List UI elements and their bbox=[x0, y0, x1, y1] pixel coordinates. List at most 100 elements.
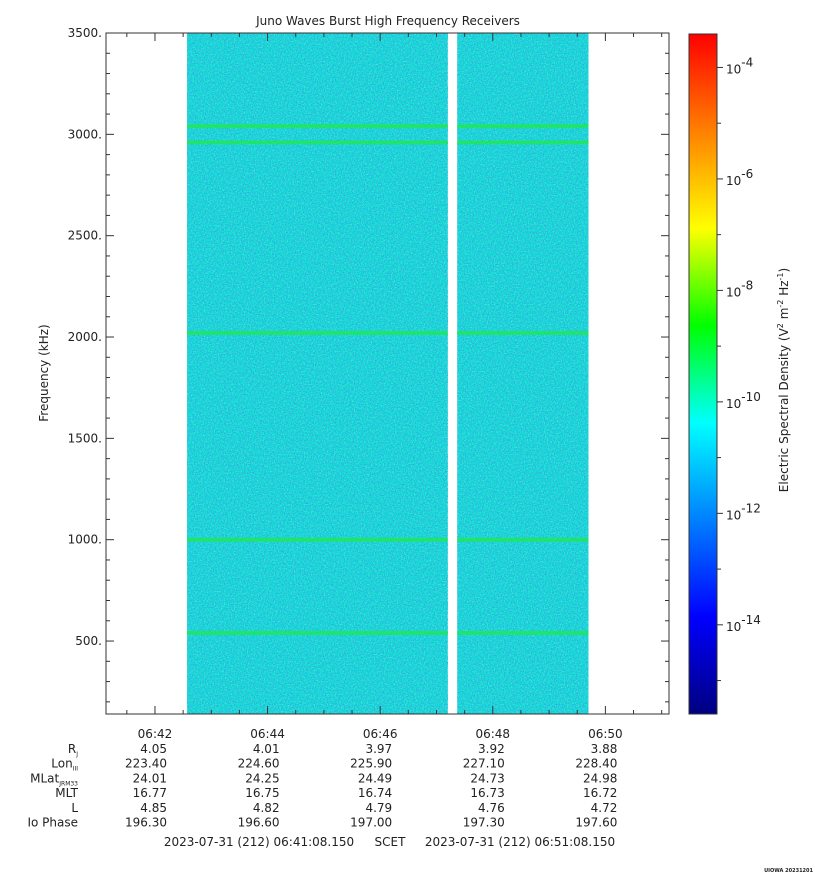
ephemeris-row-sub: III bbox=[73, 766, 79, 773]
ephemeris-value: 196.30 bbox=[125, 816, 167, 830]
y-tick-label: 3500. bbox=[68, 26, 102, 40]
colorbar-tick-label: 10-12 bbox=[726, 501, 761, 522]
colorbar-label-mid: m bbox=[777, 308, 791, 324]
colorbar-tick-label: 10-4 bbox=[726, 55, 753, 76]
emission-line bbox=[457, 330, 589, 335]
ephemeris-value: 4.79 bbox=[365, 801, 392, 815]
ephemeris-row-label: MLT bbox=[55, 786, 78, 800]
colorbar-label-end: ) bbox=[777, 268, 791, 273]
ephemeris-value: 3.97 bbox=[365, 742, 392, 756]
ephemeris-value: 197.60 bbox=[575, 816, 617, 830]
ephemeris-value: 24.01 bbox=[133, 771, 167, 785]
colorbar-label-mid2: Hz bbox=[777, 280, 791, 299]
colorbar-tick-exponent: -8 bbox=[741, 278, 753, 292]
colorbar-tick-base: 10 bbox=[726, 174, 741, 188]
emission-line bbox=[457, 124, 589, 129]
data-segment-2 bbox=[457, 33, 589, 714]
ephemeris-value: 224.60 bbox=[238, 757, 280, 771]
ephemeris-row-label: L bbox=[71, 801, 78, 815]
emission-line bbox=[187, 537, 448, 542]
segment-speckle-green bbox=[187, 33, 448, 714]
colorbar-tick-label: 10-10 bbox=[726, 390, 761, 411]
ephemeris-table: RJ 4.05 4.01 3.97 3.92 3.88 LonIII 223.40 224.60… bbox=[27, 742, 617, 830]
ephemeris-row-label: Io Phase bbox=[27, 816, 78, 830]
ephemeris-row-label: MLatJRM33 bbox=[30, 771, 78, 787]
emission-line bbox=[457, 537, 589, 542]
emission-line bbox=[187, 124, 448, 129]
emission-line bbox=[187, 330, 448, 335]
colorbar-label-sup2: -2 bbox=[776, 300, 785, 308]
time-end: 2023-07-31 (212) 06:51:08.150 bbox=[425, 835, 615, 849]
colorbar-label-sup3: -1 bbox=[776, 273, 785, 281]
ephemeris-value: 228.40 bbox=[575, 757, 617, 771]
x-tick-label: 06:50 bbox=[588, 727, 623, 741]
colorbar-tick-exponent: -10 bbox=[741, 390, 761, 404]
x-axis: 06:42 06:44 06:46 06:48 06:50 bbox=[126, 33, 663, 741]
ephemeris-value: 197.30 bbox=[463, 816, 505, 830]
colorbar-label-sup1: 2 bbox=[776, 323, 785, 328]
ephemeris-row-sub: J bbox=[75, 751, 78, 758]
colorbar-label-text: Electric Spectral Density (V bbox=[777, 327, 791, 492]
ephemeris-value: 4.82 bbox=[253, 801, 280, 815]
colorbar-tick-base: 10 bbox=[726, 285, 741, 299]
ephemeris-value: 16.77 bbox=[133, 786, 167, 800]
colorbar-tick-label: 10-8 bbox=[726, 278, 753, 299]
colorbar-tick-exponent: -14 bbox=[741, 613, 761, 627]
ephemeris-value: 16.72 bbox=[583, 786, 617, 800]
plot-frame bbox=[105, 32, 670, 715]
colorbar-tick-exponent: -6 bbox=[741, 167, 753, 181]
colorbar-tick-base: 10 bbox=[726, 620, 741, 634]
emission-line bbox=[187, 630, 448, 635]
time-start: 2023-07-31 (212) 06:41:08.150 bbox=[164, 835, 354, 849]
ephemeris-value: 4.05 bbox=[140, 742, 167, 756]
chart-title: Juno Waves Burst High Frequency Receiver… bbox=[255, 14, 520, 28]
emission-line bbox=[457, 140, 589, 145]
colorbar-tick-base: 10 bbox=[726, 397, 741, 411]
x-tick-label: 06:48 bbox=[475, 727, 510, 741]
y-tick-label: 500. bbox=[75, 634, 102, 648]
ephemeris-value: 4.01 bbox=[253, 742, 280, 756]
colorbar-tick-base: 10 bbox=[726, 508, 741, 522]
ephemeris-value: 3.88 bbox=[591, 742, 618, 756]
colorbar-tick-label: 10-14 bbox=[726, 613, 761, 634]
x-tick-label: 06:46 bbox=[363, 727, 398, 741]
stamp: UIOWA 20231201 bbox=[764, 868, 813, 874]
time-range-footer: 2023-07-31 (212) 06:41:08.150 SCET 2023-… bbox=[164, 835, 615, 849]
time-frame: SCET bbox=[375, 835, 407, 849]
y-tick-label: 3000. bbox=[68, 127, 102, 141]
ephemeris-value: 3.92 bbox=[478, 742, 505, 756]
colorbar-tick-label: 10-6 bbox=[726, 167, 753, 188]
colorbar-tick-exponent: -4 bbox=[741, 55, 753, 69]
ephemeris-value: 4.85 bbox=[140, 801, 167, 815]
data-segments bbox=[187, 33, 589, 714]
segment-speckle-green bbox=[457, 33, 589, 714]
y-tick-label: 1000. bbox=[68, 533, 102, 547]
ephemeris-row-label: LonIII bbox=[51, 757, 78, 773]
ephemeris-value: 16.75 bbox=[245, 786, 279, 800]
ephemeris-value: 4.76 bbox=[478, 801, 505, 815]
y-tick-label: 2000. bbox=[68, 330, 102, 344]
ephemeris-value: 225.90 bbox=[350, 757, 392, 771]
colorbar-tick-base: 10 bbox=[726, 62, 741, 76]
colorbar bbox=[688, 33, 718, 715]
ephemeris-value: 24.25 bbox=[245, 771, 279, 785]
ephemeris-value: 24.49 bbox=[358, 771, 392, 785]
ephemeris-value: 16.73 bbox=[470, 786, 504, 800]
ephemeris-row-label: RJ bbox=[68, 742, 78, 758]
ephemeris-value: 223.40 bbox=[125, 757, 167, 771]
ephemeris-value: 227.10 bbox=[463, 757, 505, 771]
y-tick-label: 2500. bbox=[68, 229, 102, 243]
ephemeris-value: 4.72 bbox=[591, 801, 618, 815]
x-tick-label: 06:44 bbox=[250, 727, 285, 741]
ephemeris-value: 16.74 bbox=[358, 786, 392, 800]
y-axis: 500. 1000. 1500. 2000. 2500. 3000. 3500. bbox=[68, 26, 669, 703]
emission-line bbox=[457, 630, 589, 635]
x-tick-label: 06:42 bbox=[138, 727, 173, 741]
emission-line bbox=[187, 140, 448, 145]
ephemeris-value: 196.60 bbox=[238, 816, 280, 830]
y-tick-label: 1500. bbox=[68, 431, 102, 445]
ephemeris-value: 24.98 bbox=[583, 771, 617, 785]
colorbar-tick-exponent: -12 bbox=[741, 501, 761, 515]
